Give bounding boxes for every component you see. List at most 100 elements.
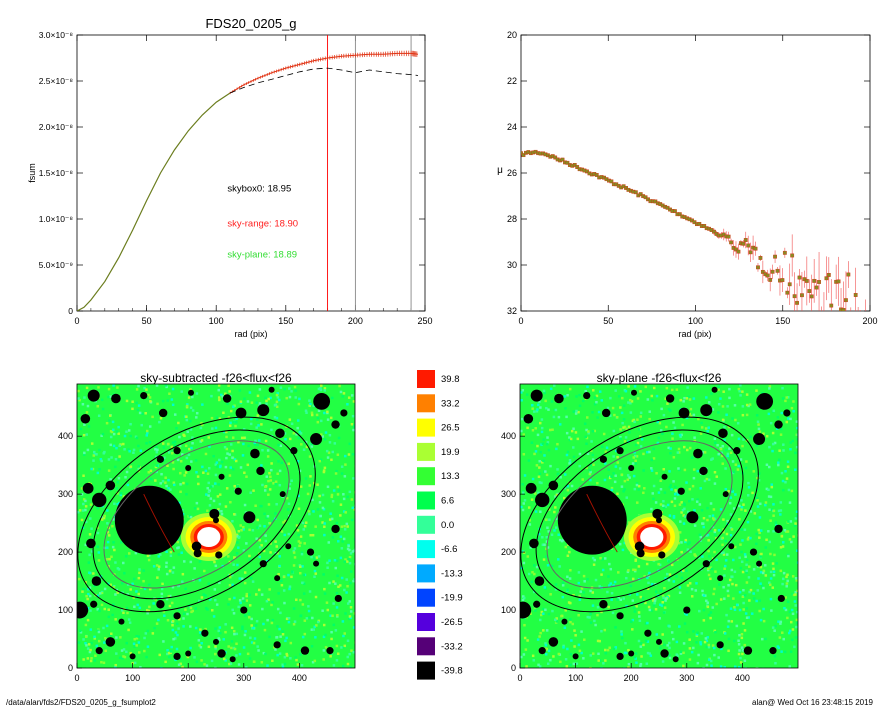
image-noise <box>679 652 683 655</box>
image-noise <box>84 499 87 503</box>
image-noise <box>608 584 611 587</box>
image-noise <box>669 452 672 455</box>
mask-blob <box>718 428 728 439</box>
image-noise <box>639 645 643 648</box>
image-noise <box>525 393 529 396</box>
image-noise <box>287 617 291 620</box>
image-noise <box>706 601 709 604</box>
image-noise <box>730 433 734 437</box>
image-noise <box>212 499 216 503</box>
image-noise <box>347 544 350 548</box>
image-noise <box>690 587 694 591</box>
image-noise <box>699 641 702 644</box>
image-noise <box>207 436 211 439</box>
image-noise <box>278 483 282 487</box>
image-noise <box>578 598 582 602</box>
image-noise <box>622 418 626 421</box>
image-noise <box>743 659 747 662</box>
image-noise <box>336 485 340 489</box>
image-noise <box>762 569 766 573</box>
image-noise <box>670 500 674 504</box>
image-noise <box>111 524 114 528</box>
image-noise <box>542 558 546 561</box>
image-noise <box>242 526 245 529</box>
image-noise <box>686 548 690 551</box>
image-noise <box>764 501 768 504</box>
image-noise <box>558 538 562 542</box>
image-noise <box>771 449 774 453</box>
image-noise <box>672 516 676 519</box>
image-noise <box>304 477 308 480</box>
image-noise <box>723 564 727 568</box>
image-noise <box>644 639 648 643</box>
image-noise <box>570 484 574 488</box>
image-noise <box>114 618 117 621</box>
image-noise <box>341 620 345 623</box>
image-noise <box>531 571 534 574</box>
image-noise <box>788 665 791 668</box>
image-noise <box>88 533 92 536</box>
image-noise <box>174 658 177 662</box>
mask-blob <box>273 641 281 649</box>
image-noise <box>326 561 329 565</box>
image-noise <box>619 428 622 431</box>
image-noise <box>319 433 323 436</box>
image-noise <box>322 573 325 576</box>
image-noise <box>218 638 221 642</box>
image-noise <box>664 505 667 509</box>
image-noise <box>162 456 166 460</box>
image-noise <box>524 648 528 651</box>
colorbar-label: 19.9 <box>441 447 460 458</box>
image-noise <box>593 402 597 406</box>
image-noise <box>167 651 171 655</box>
image-noise <box>266 455 270 458</box>
image-noise <box>759 565 763 569</box>
mask-blob <box>334 594 342 603</box>
image-noise <box>553 529 556 532</box>
mu-point <box>741 241 746 246</box>
image-noise <box>752 597 756 600</box>
image-noise <box>184 587 187 591</box>
image-noise <box>777 509 781 513</box>
image-noise <box>98 592 102 595</box>
image-noise <box>701 522 704 525</box>
image-noise <box>661 504 665 507</box>
image-noise <box>712 508 716 511</box>
image-noise <box>678 468 681 472</box>
image-noise <box>616 492 619 496</box>
image-noise <box>260 504 263 508</box>
image-noise <box>779 546 783 549</box>
image-noise <box>694 589 698 592</box>
image-noise <box>100 459 103 463</box>
image-noise <box>786 530 790 533</box>
image-noise <box>769 597 773 601</box>
image-noise <box>771 626 775 629</box>
image-noise <box>653 599 657 602</box>
fsum-ytick-label: 2.0×10⁻⁸ <box>39 122 74 132</box>
image-noise <box>231 519 234 523</box>
image-noise <box>711 514 715 517</box>
image-noise <box>276 396 280 399</box>
image-noise <box>699 432 703 435</box>
image-noise <box>610 475 613 478</box>
image-noise <box>639 662 643 666</box>
image-noise <box>243 581 247 585</box>
image-noise <box>625 604 628 608</box>
image-noise <box>705 639 709 643</box>
image-noise <box>154 598 158 601</box>
image-noise <box>719 508 723 511</box>
mask-blob <box>268 386 275 393</box>
image-noise <box>218 398 221 402</box>
image-noise <box>265 599 269 603</box>
image-noise <box>214 473 218 477</box>
image-noise <box>161 399 165 403</box>
image-noise <box>686 448 689 452</box>
mask-blob <box>326 647 334 655</box>
image-noise <box>590 440 593 443</box>
image-noise <box>696 661 700 665</box>
image-noise <box>760 552 763 556</box>
image-noise <box>670 631 674 634</box>
mask-blob <box>672 656 679 663</box>
image-noise <box>243 471 246 475</box>
image-noise <box>292 551 296 554</box>
